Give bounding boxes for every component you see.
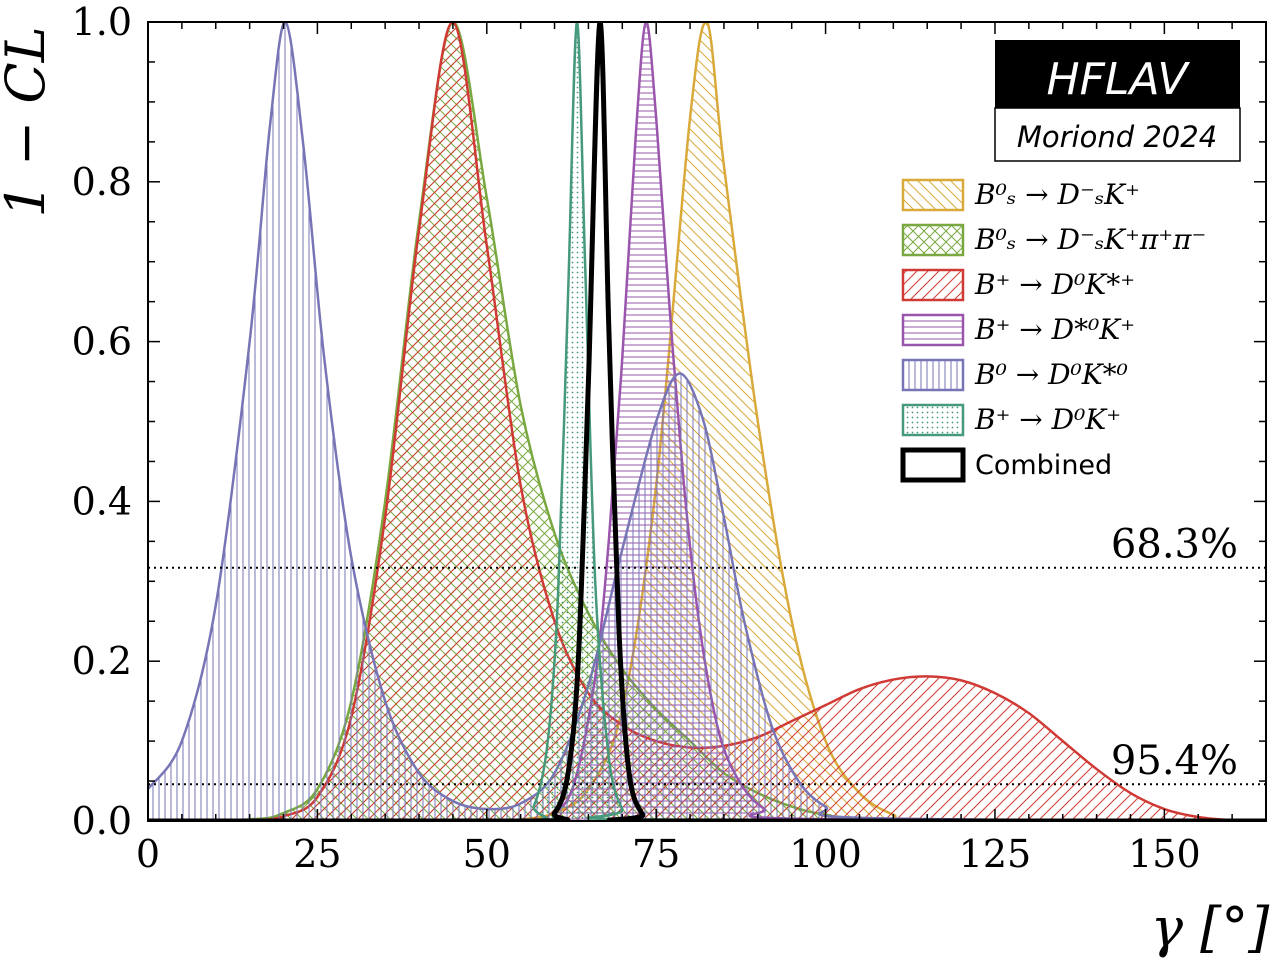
legend-swatch-2 [901,268,965,302]
legend-swatch-6 [900,447,966,483]
conference-label: Moriond 2024 [1017,120,1217,154]
x-tick-label: 0 [136,832,160,876]
conference-box [994,107,1241,162]
x-tick-label: 125 [959,832,1032,876]
legend-label-3: B⁺ → D*⁰K⁺ [974,313,1135,346]
x-tick-label: 25 [293,832,341,876]
legend-swatch-1 [901,223,965,257]
legend: B⁰ₛ → D⁻ₛK⁺ B⁰ₛ → D⁻ₛK⁺π⁺π⁻ B⁺ → D⁰K*⁺ B⁺ →… [900,178,1206,483]
reference-lines: 68.3% 95.4% [148,522,1266,786]
legend-label-0: B⁰ₛ → D⁻ₛK⁺ [974,178,1140,211]
legend-label-1: B⁰ₛ → D⁻ₛK⁺π⁺π⁻ [974,223,1206,256]
axis-ticks: 0 25 50 75 100 125 150 0.0 0.2 0.4 0.6 0.8 1.0 [72,0,1267,876]
hflav-logo-text: HFLAV [1047,54,1191,105]
series-0-area [148,22,1266,821]
reference-line-label-1: 95.4% [1111,738,1238,784]
reference-line-label-0: 68.3% [1111,522,1238,568]
legend-label-4: B⁰ → D⁰K*⁰ [974,358,1128,391]
series-4-line [148,22,1266,821]
y-tick-label: 0.4 [72,479,132,523]
y-tick-label: 1.0 [72,0,132,44]
x-tick-label: 75 [632,832,680,876]
x-tick-label: 150 [1128,832,1201,876]
series-4-area [148,22,1266,821]
x-tick-label: 100 [789,832,862,876]
y-tick-label: 0.6 [72,320,132,364]
y-tick-label: 0.2 [72,639,132,683]
legend-label-5: B⁺ → D⁰K⁺ [974,403,1121,436]
legend-swatch-3 [901,313,965,347]
series-2-area [148,22,1266,821]
x-tick-label: 50 [463,832,511,876]
legend-swatch-5 [901,403,965,437]
hflav-logo-box [995,40,1240,108]
legend-label-6: Combined [975,450,1112,481]
y-tick-label: 0.8 [72,160,132,204]
legend-swatch-0 [901,178,965,212]
y-axis-label: 1 − CL [0,26,57,217]
legend-label-2: B⁺ → D⁰K*⁺ [974,268,1135,301]
series-layer [148,22,1266,821]
legend-swatch-4 [901,358,965,392]
x-axis-label: γ [°] [1151,896,1271,959]
hflav-watermark: HFLAV Moriond 2024 [994,40,1241,162]
y-tick-label: 0.0 [72,799,132,843]
